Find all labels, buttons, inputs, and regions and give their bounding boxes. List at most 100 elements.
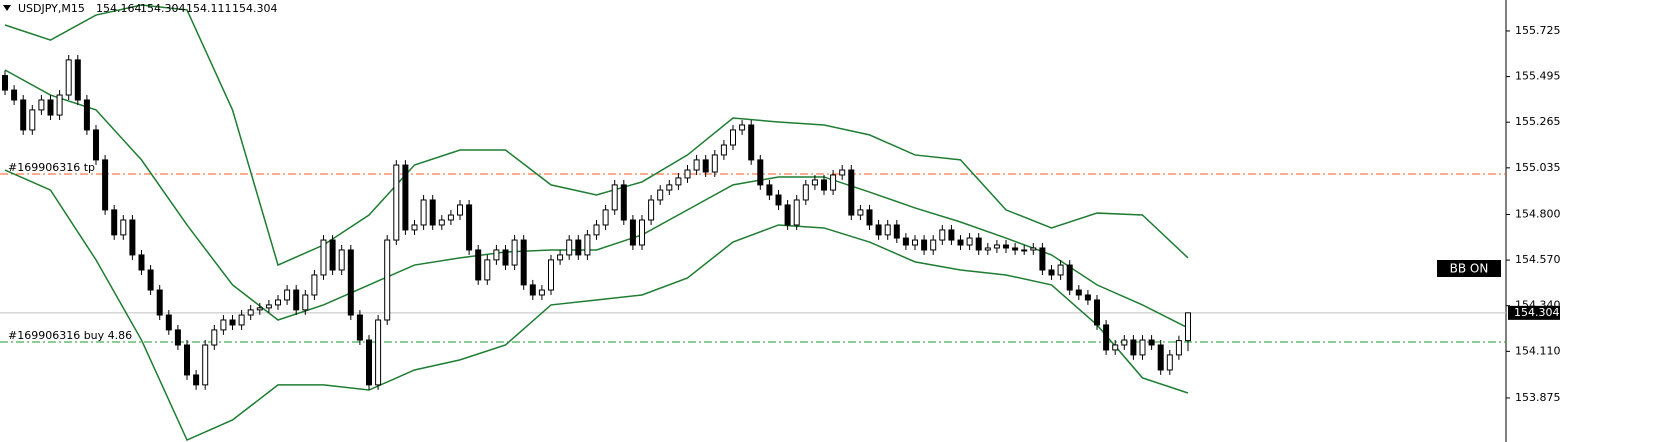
candle-body [1084, 294, 1091, 301]
candle-body [420, 199, 427, 226]
candle-body [393, 164, 400, 241]
candle-body [739, 124, 746, 131]
candle-body [1130, 339, 1137, 356]
candle-body [20, 99, 27, 131]
candle-body [648, 199, 655, 221]
bollinger-lower [4, 169, 1189, 442]
candle-body [502, 249, 509, 266]
candle-body [466, 204, 473, 251]
candle-body [11, 89, 18, 101]
candle-body [702, 159, 709, 173]
candle-body [1157, 344, 1164, 371]
candle-body [447, 214, 454, 221]
candle-body [238, 314, 245, 326]
candle-body [766, 184, 773, 196]
candle-body [202, 344, 209, 386]
candle-body [912, 239, 918, 246]
candle-body [47, 99, 54, 116]
candle-body [620, 184, 627, 221]
candle-body [156, 289, 163, 316]
candle-body [657, 189, 664, 201]
candle-body [211, 329, 218, 346]
candle-body [165, 314, 172, 331]
candle-body [1021, 249, 1028, 252]
candle-body [93, 129, 99, 161]
candle-body [830, 174, 837, 191]
y-tick-label: 155.495 [1515, 70, 1561, 83]
candle-body [120, 219, 127, 236]
candle-body [102, 159, 109, 211]
candle-body [1185, 312, 1191, 342]
candle-body [793, 199, 800, 226]
symbol: USDJPY,M15 [18, 2, 85, 15]
bollinger-upper [4, 4, 1189, 267]
candle-body [775, 194, 782, 206]
candle-body [666, 184, 673, 191]
plot-area: #169906316 tp #169906316 buy 4.86 [0, 4, 1506, 442]
candle-body [293, 289, 300, 311]
candle-body [957, 239, 964, 246]
candle-body [229, 319, 236, 326]
current-price-box [1508, 305, 1560, 320]
candle-body [284, 289, 291, 301]
candle-body [484, 259, 491, 281]
order-label: #169906316 tp [8, 161, 95, 174]
candle-body [1048, 269, 1055, 276]
candle-body [83, 99, 90, 131]
candle-body [984, 247, 991, 251]
candle-body [966, 237, 973, 246]
ohlc-close: 154.304 [232, 2, 278, 15]
candle-body [675, 177, 682, 186]
candle-body [1057, 264, 1064, 276]
order-label: #169906316 buy 4.86 [8, 329, 132, 342]
candle-body [875, 224, 882, 236]
candle-body [311, 274, 318, 296]
candle-body [557, 254, 564, 261]
candle-body [320, 239, 327, 276]
candle-body [174, 329, 181, 346]
candle-body [402, 164, 409, 231]
candle-body [347, 249, 354, 316]
current-price-label: 154.304 [1514, 306, 1560, 319]
candle-body [748, 124, 755, 161]
candle-body [38, 99, 45, 111]
candle-body [802, 184, 809, 201]
candle-body [884, 224, 891, 236]
candle-body [520, 239, 527, 286]
bb-button-label[interactable]: BB ON [1450, 262, 1489, 276]
candle-body [948, 229, 955, 241]
candle-body [193, 374, 200, 386]
candle-body [1112, 344, 1119, 351]
candle-body [275, 299, 281, 306]
candle-body [1139, 339, 1146, 356]
candle-body [921, 239, 928, 251]
candle-body [1039, 247, 1046, 271]
candle-body [611, 184, 618, 211]
candle-body [639, 219, 645, 246]
candle-body [711, 154, 718, 173]
candle-body [1066, 264, 1073, 291]
candle-body [902, 237, 909, 246]
ohlc-low: 154.111 [186, 2, 232, 15]
candle-body [220, 319, 227, 331]
candle-body [265, 304, 272, 309]
candle-body [74, 59, 81, 101]
candle-body [893, 224, 900, 239]
candle-body [475, 249, 482, 281]
menu-arrow[interactable] [3, 5, 11, 11]
candle-body [1075, 289, 1082, 296]
candle-body [184, 344, 190, 376]
candle-body [629, 219, 636, 246]
y-tick-label: 155.725 [1515, 24, 1561, 37]
bb-button[interactable] [1437, 260, 1501, 277]
candle-body [338, 249, 345, 271]
candle-body [256, 307, 263, 311]
candle-body [811, 179, 818, 186]
candle-body [839, 169, 846, 176]
candle-body [438, 219, 445, 226]
ohlc-open: 154.164 [96, 2, 142, 15]
candle-body [1121, 339, 1128, 346]
candle-body [993, 244, 1000, 249]
candle-body [720, 144, 727, 156]
candle-body [29, 109, 36, 131]
